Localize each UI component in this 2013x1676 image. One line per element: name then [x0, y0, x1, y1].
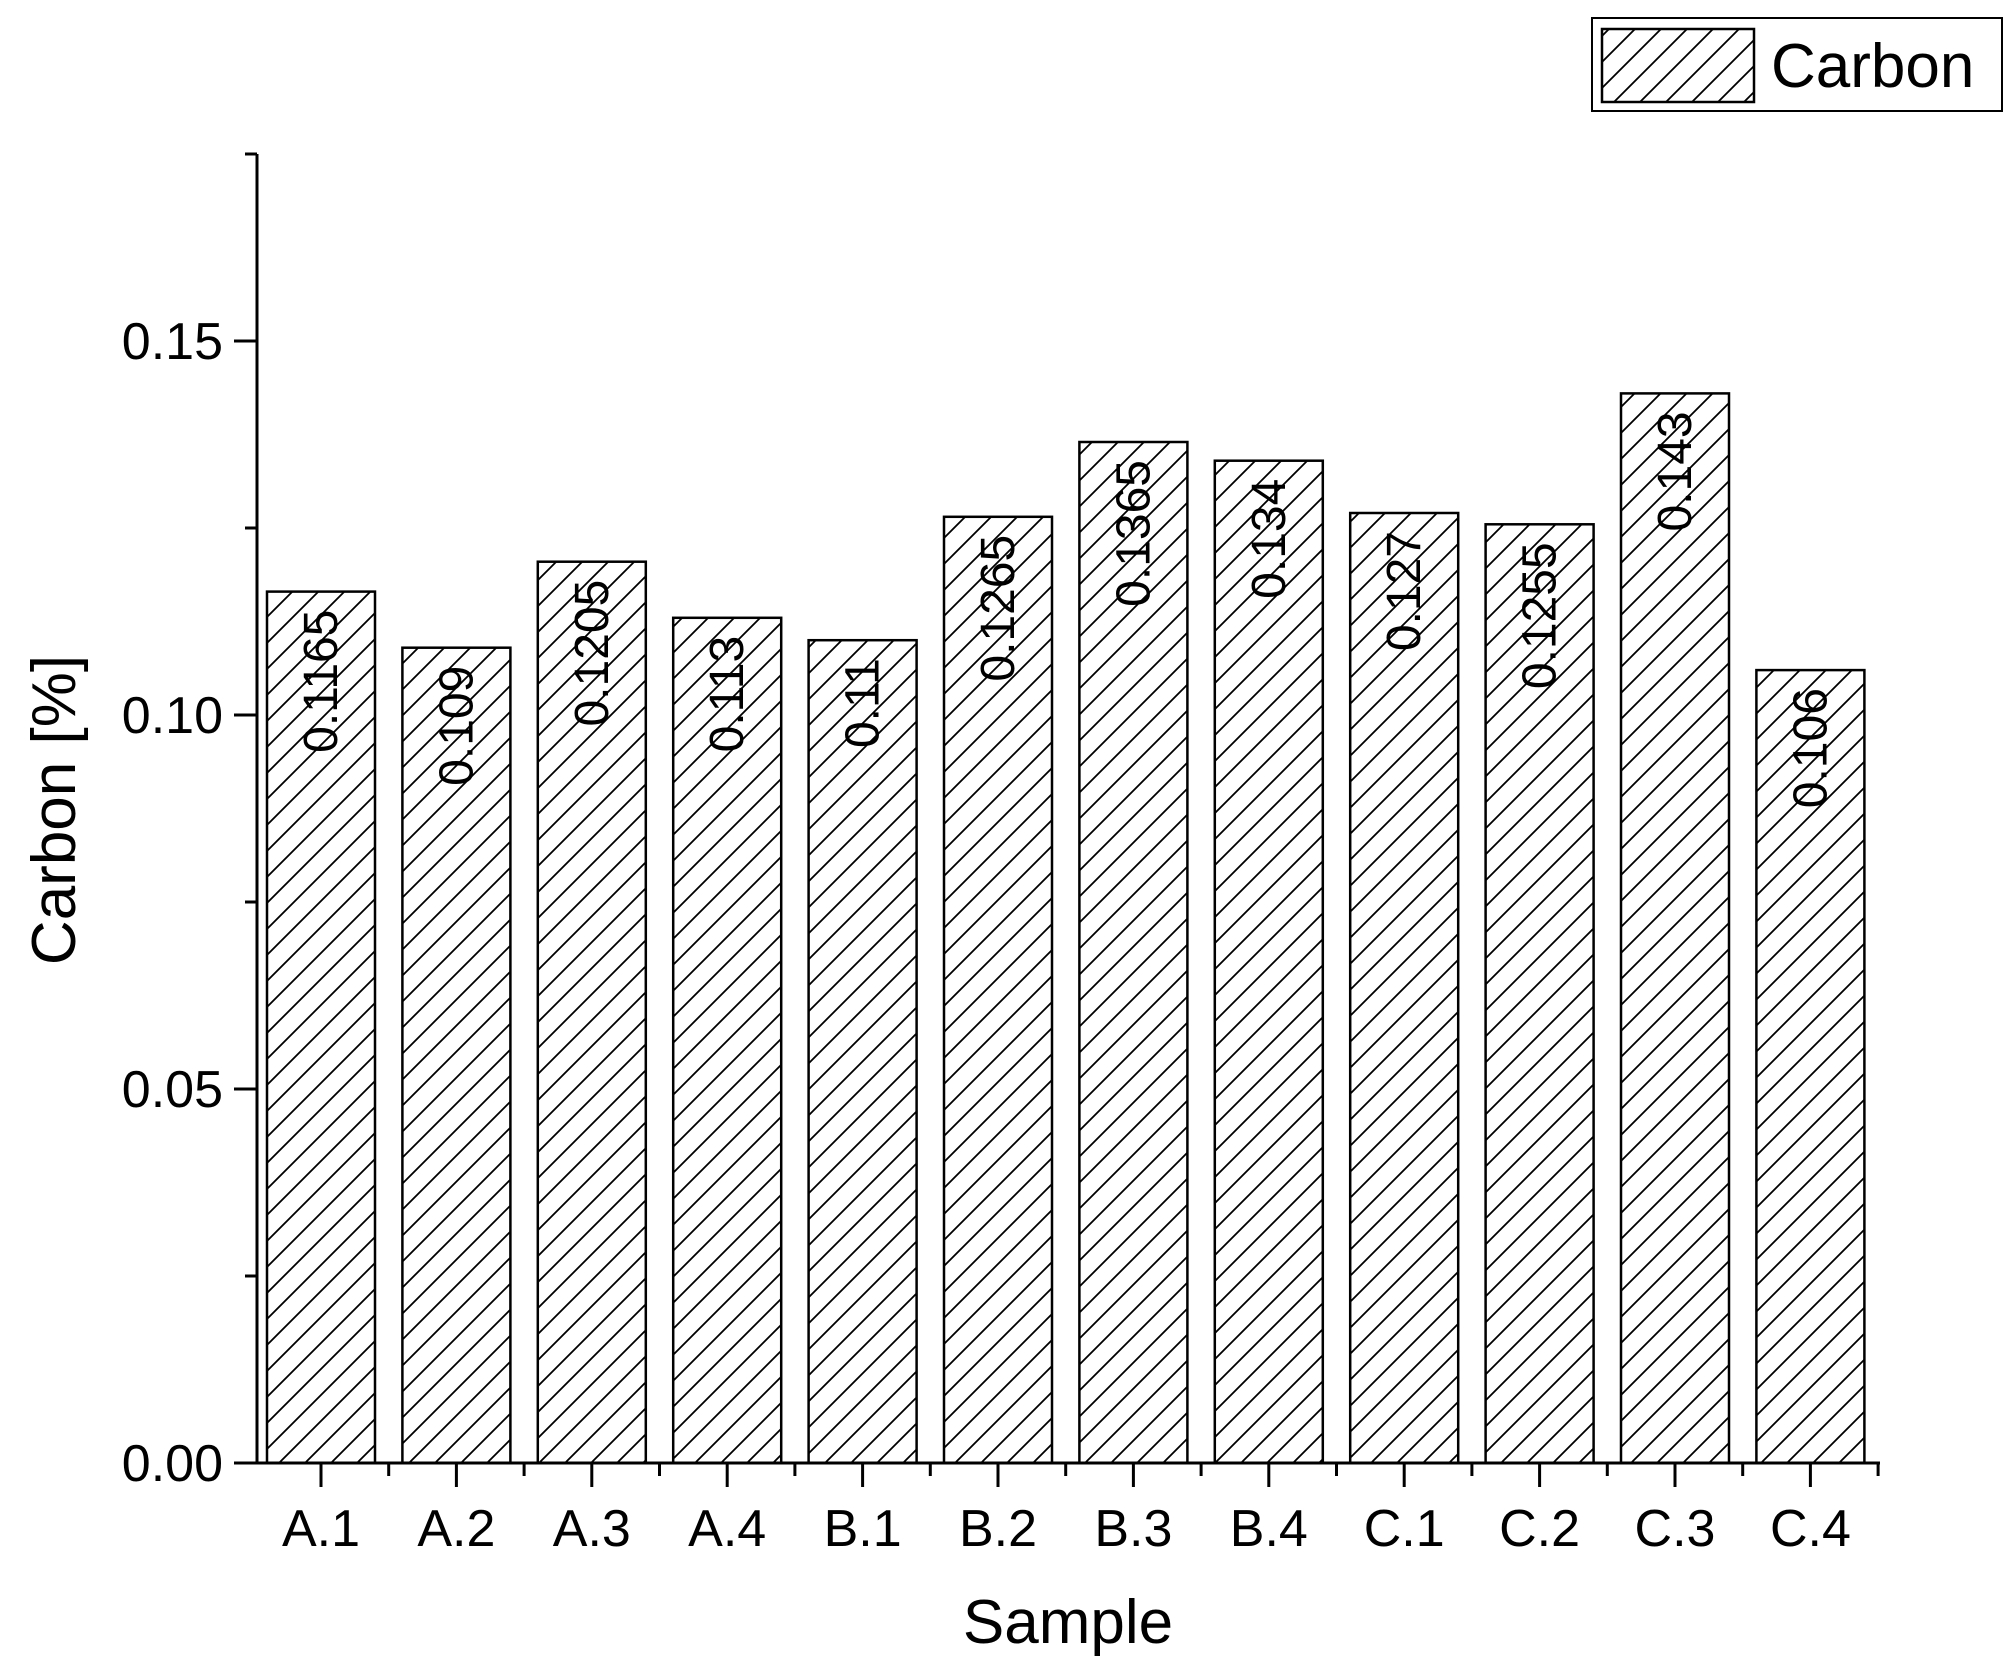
bars-layer	[265, 392, 1866, 1465]
bar-B-4	[1213, 459, 1325, 1465]
bar-A-4	[671, 616, 783, 1465]
x-tick-label: A.1	[282, 1500, 360, 1558]
bar-B-3	[1078, 440, 1189, 1465]
x-tick-label: C.3	[1635, 1500, 1716, 1558]
bar-C-3	[1619, 392, 1731, 1465]
y-tick-label: 0.10	[122, 687, 223, 745]
bar-A-2	[401, 646, 512, 1465]
x-tick-label: B.3	[1094, 1500, 1172, 1558]
x-tick-label: B.1	[824, 1500, 902, 1558]
x-tick-label: C.1	[1364, 1500, 1445, 1558]
y-tick-label: 0.05	[122, 1061, 223, 1119]
data-label-B-3: 0.1365	[1107, 460, 1160, 607]
data-label-B-1: 0.11	[837, 658, 890, 748]
bar-C-1	[1348, 511, 1460, 1465]
axes-layer: 0.00 0.05 0.10 0.15 A.1 A.2 A.3 A.4 B.1 B.2 B.3 B.4…	[122, 152, 1880, 1558]
data-labels-layer: 0.1165 0.109 0.1205 0.113 0.11 0.1265 0.1365 0.…	[295, 411, 1837, 808]
bar-B-1	[807, 638, 918, 1465]
y-tick-label: 0.15	[122, 313, 223, 371]
bar-B-2	[942, 515, 1054, 1465]
legend: Carbon	[1591, 17, 2003, 112]
x-tick-label: A.3	[553, 1500, 631, 1558]
y-axis-title: Carbon [%]	[20, 655, 89, 965]
data-label-A-4: 0.113	[701, 636, 754, 753]
data-label-A-2: 0.109	[430, 666, 483, 786]
data-label-C-2: 0.1255	[1514, 542, 1567, 689]
legend-swatch	[1600, 27, 1756, 104]
x-tick-label: A.4	[688, 1500, 766, 1558]
y-tick-label: 0.00	[122, 1435, 223, 1493]
x-tick-label: A.2	[417, 1500, 495, 1558]
data-label-C-4: 0.106	[1784, 688, 1837, 808]
x-tick-label: B.2	[959, 1500, 1037, 1558]
x-tick-label: C.2	[1499, 1500, 1580, 1558]
data-label-A-1: 0.1165	[295, 610, 348, 753]
legend-label: Carbon	[1771, 32, 1974, 101]
bar-A-1	[265, 590, 377, 1465]
data-label-B-2: 0.1265	[972, 535, 1025, 682]
data-label-C-1: 0.127	[1378, 531, 1431, 651]
x-tick-label: B.4	[1230, 1500, 1308, 1558]
data-label-A-3: 0.1205	[566, 580, 619, 727]
x-tick-label: C.4	[1770, 1500, 1851, 1558]
x-axis-title: Sample	[963, 1588, 1173, 1657]
bar-C-4	[1755, 668, 1866, 1465]
bar-A-3	[536, 560, 648, 1465]
data-label-C-3: 0.143	[1649, 411, 1702, 531]
data-label-B-4: 0.134	[1243, 479, 1296, 599]
